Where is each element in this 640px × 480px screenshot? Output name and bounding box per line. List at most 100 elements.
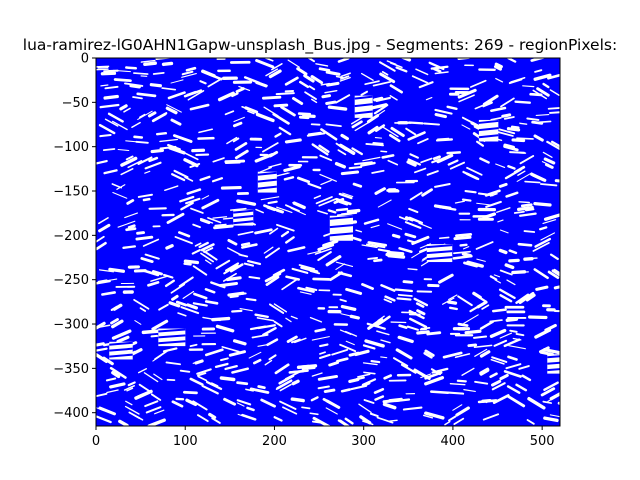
- segment-stroke: [309, 316, 323, 323]
- segment-stroke: [411, 75, 429, 84]
- segment-stroke: [110, 318, 119, 325]
- x-tick-label: 0: [92, 434, 100, 449]
- segment-stroke: [120, 168, 134, 176]
- segment-stroke: [490, 117, 502, 121]
- segment-edge: [547, 355, 560, 359]
- segment-stroke: [273, 303, 288, 313]
- segment-stroke: [549, 89, 560, 96]
- segment-stroke: [554, 179, 560, 183]
- segment-stroke: [452, 404, 463, 411]
- segment-stroke: [463, 314, 479, 324]
- segment-stroke: [241, 243, 258, 249]
- segment-stroke: [224, 159, 246, 164]
- segment-stroke: [492, 394, 510, 405]
- segment-stroke: [434, 108, 453, 115]
- segment-stroke: [211, 382, 219, 387]
- segment-stroke: [291, 379, 300, 386]
- segment-stroke: [116, 184, 126, 190]
- segment-stroke: [276, 206, 293, 214]
- segment-stroke: [116, 335, 130, 344]
- segment-stroke: [280, 105, 296, 117]
- segment-stroke: [236, 199, 257, 206]
- segment-stroke: [203, 71, 223, 81]
- segment-stroke: [303, 74, 315, 83]
- segment-stroke: [239, 307, 253, 312]
- segment-stroke: [367, 241, 388, 247]
- segment-stroke: [125, 227, 137, 232]
- segment-stroke: [532, 89, 548, 100]
- segment-stroke: [324, 89, 338, 94]
- segment-stroke: [387, 223, 403, 230]
- segment-stroke: [430, 390, 450, 395]
- segment-stroke: [409, 153, 419, 159]
- segment-stroke: [423, 122, 440, 126]
- segment-stroke: [376, 416, 394, 424]
- segment-stroke: [344, 417, 354, 425]
- segment-stroke: [284, 370, 302, 380]
- segment-stroke: [314, 248, 332, 255]
- segment-stroke: [144, 400, 159, 408]
- segment-stroke: [547, 73, 560, 80]
- segment-stroke: [262, 326, 277, 337]
- segment-stroke: [164, 185, 179, 192]
- y-tick-label: −200: [53, 229, 89, 244]
- segment-stroke: [388, 397, 403, 402]
- segment-stroke: [282, 406, 298, 415]
- segment-stroke: [286, 335, 298, 343]
- segment-stroke: [549, 253, 559, 261]
- segment-stroke: [164, 279, 175, 288]
- segment-stroke: [143, 372, 159, 383]
- segment-stroke: [269, 150, 279, 158]
- segment-stroke: [317, 210, 328, 215]
- segment-stroke: [285, 317, 292, 323]
- segment-stroke: [187, 90, 205, 101]
- segment-stroke: [335, 94, 351, 104]
- segment-stroke: [490, 106, 507, 113]
- segment-stroke: [236, 399, 252, 406]
- segment-stroke: [97, 279, 108, 283]
- segment-stroke: [186, 90, 197, 96]
- segment-stroke: [363, 371, 376, 375]
- segment-stroke: [241, 413, 257, 421]
- segment-stroke: [205, 380, 223, 391]
- segment-stroke: [99, 133, 112, 138]
- segment-stroke: [271, 63, 283, 71]
- segment-stroke: [461, 252, 473, 258]
- segment-stroke: [96, 68, 109, 71]
- segment-stroke: [274, 363, 290, 375]
- segment-stroke: [417, 138, 429, 145]
- segment-stroke: [285, 275, 300, 281]
- segment-stroke: [150, 275, 168, 282]
- segment-stroke: [328, 361, 340, 367]
- segment-stroke: [99, 103, 120, 109]
- segment-stroke: [292, 202, 304, 208]
- segment-stroke: [431, 367, 449, 374]
- segment-stroke: [493, 339, 508, 347]
- y-tick-label: −400: [53, 406, 89, 421]
- segment-stroke: [215, 259, 231, 270]
- segment-stroke: [378, 61, 396, 72]
- segment-stroke: [420, 261, 429, 267]
- segment-stroke: [446, 105, 458, 110]
- segment-stroke: [132, 96, 143, 100]
- segment-stroke: [180, 201, 194, 211]
- segment-stroke: [457, 295, 473, 307]
- segment-stroke: [514, 271, 529, 274]
- segment-stroke: [125, 400, 133, 406]
- segment-stroke: [340, 170, 360, 176]
- segment-stroke: [434, 113, 447, 119]
- segment-stroke: [220, 357, 229, 362]
- segment-stroke: [325, 399, 341, 409]
- segment-stroke: [503, 338, 521, 348]
- segment-stroke: [215, 324, 235, 333]
- segment-stroke: [464, 329, 482, 335]
- segment-stroke: [547, 270, 560, 280]
- segment-edge: [354, 95, 373, 100]
- segment-stroke: [257, 385, 266, 390]
- segment-stroke: [381, 73, 392, 81]
- segment-stroke: [370, 224, 380, 229]
- segment-stroke: [264, 359, 273, 366]
- segment-stroke: [416, 309, 426, 316]
- segment-stroke: [360, 72, 374, 81]
